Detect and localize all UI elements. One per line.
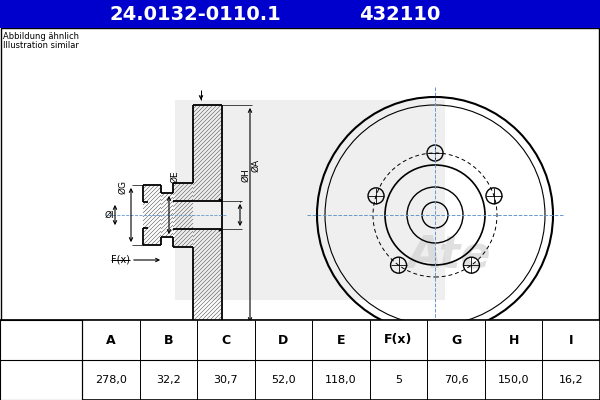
Text: Abbildung ähnlich: Abbildung ähnlich (3, 32, 79, 41)
Bar (0, 320, 600, 400)
Text: ØG: ØG (119, 180, 128, 194)
Text: 70,6: 70,6 (444, 375, 469, 385)
Text: 30,7: 30,7 (214, 375, 238, 385)
Text: ØE: ØE (170, 171, 179, 183)
Text: F(x): F(x) (111, 255, 130, 265)
Text: H: H (508, 334, 519, 346)
Text: ØI: ØI (104, 210, 114, 220)
Text: Ate: Ate (408, 234, 492, 276)
Text: G: G (451, 334, 461, 346)
Text: 32,2: 32,2 (156, 375, 181, 385)
Text: C (MTH): C (MTH) (227, 346, 266, 356)
Text: 150,0: 150,0 (498, 375, 529, 385)
Text: 52,0: 52,0 (271, 375, 296, 385)
Text: A: A (106, 334, 116, 346)
Text: ØA: ØA (251, 158, 260, 172)
Text: 118,0: 118,0 (325, 375, 357, 385)
Text: ØH: ØH (241, 168, 250, 182)
Bar (175, 100, 445, 300)
Bar (0, 0, 600, 28)
Text: D: D (179, 356, 187, 366)
Text: 24.0132-0110.1: 24.0132-0110.1 (109, 4, 281, 24)
Text: 16,2: 16,2 (559, 375, 584, 385)
Text: 278,0: 278,0 (95, 375, 127, 385)
Text: Illustration similar: Illustration similar (3, 41, 79, 50)
Text: B: B (164, 334, 173, 346)
Text: 5: 5 (395, 375, 402, 385)
Bar (0, 320, 82, 400)
Text: I: I (569, 334, 574, 346)
Bar (1, 28, 599, 320)
Text: B: B (204, 346, 211, 356)
Text: 432110: 432110 (359, 4, 440, 24)
Text: E: E (337, 334, 345, 346)
Text: F(x): F(x) (385, 334, 413, 346)
Text: D: D (278, 334, 289, 346)
Text: C: C (221, 334, 230, 346)
